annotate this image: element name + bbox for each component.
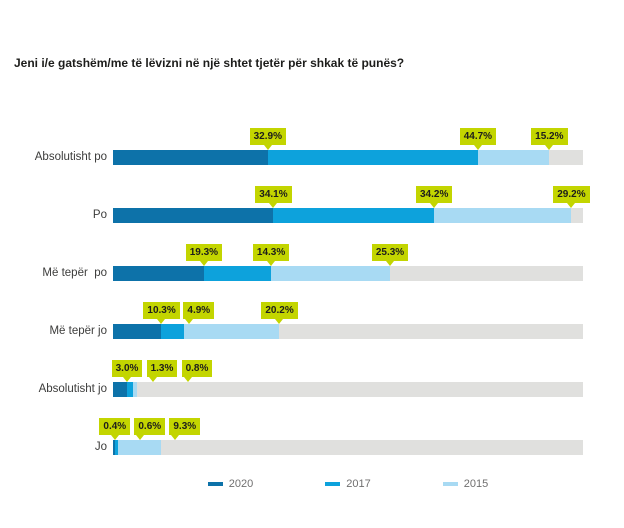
value-label-2015: 20.2% [261, 302, 298, 324]
value-label-pointer [567, 203, 576, 208]
chart-legend: 2020 2017 2015 [113, 478, 583, 490]
bar-segment-2015 [477, 150, 550, 165]
chart-row: Absolutisht jo 3.0% 1.3% 0.8% [0, 360, 624, 418]
value-labels: 0.4% 0.6% 9.3% [99, 418, 583, 440]
category-label: Më tepër po [42, 267, 107, 279]
bar-segment-2017 [267, 150, 478, 165]
bar-segment-2020 [113, 440, 115, 455]
value-label-pointer [275, 319, 284, 324]
bar-segment-2020 [113, 266, 204, 281]
bar-segment-2020 [113, 150, 268, 165]
bar-track [113, 266, 583, 281]
value-label-pointer [123, 377, 132, 382]
value-labels: 34.1% 34.2% 29.2% [113, 186, 590, 208]
value-label-2020: 0.4% [99, 418, 131, 440]
chart-row: Po 34.1% 34.2% 29.2% [0, 186, 624, 244]
value-labels: 3.0% 1.3% 0.8% [111, 360, 583, 382]
bar-segment-2020 [113, 382, 128, 397]
bar-segment-2015 [117, 440, 162, 455]
value-labels: 19.3% 14.3% 25.3% [113, 244, 583, 266]
value-label-2017: 0.6% [134, 418, 166, 440]
legend-swatch-icon [207, 482, 223, 486]
legend-item-2015: 2015 [442, 478, 489, 490]
chart-row: Më tepër jo 10.3% 4.9% 20.2% [0, 302, 624, 360]
category-label: Absolutisht po [34, 151, 107, 163]
category-label: Më tepër jo [49, 325, 107, 337]
bar-segment-2017 [161, 324, 185, 339]
category-label: Po [92, 209, 107, 221]
bar-track [113, 208, 583, 223]
chart-row: Absolutisht po 32.9% 44.7% 15.2% [0, 128, 624, 186]
chart-title: Jeni i/e gatshëm/me të lëvizni në një sh… [14, 56, 405, 70]
value-label-2017: 14.3% [252, 244, 290, 266]
value-label-pointer [266, 261, 275, 266]
legend-label: 2015 [463, 478, 489, 490]
bar-segment-2017 [114, 440, 118, 455]
value-label-pointer [157, 319, 166, 324]
value-labels: 10.3% 4.9% 20.2% [113, 302, 583, 324]
value-label-2020: 19.3% [185, 244, 223, 266]
value-label-pointer [545, 145, 554, 150]
bar-segment-2020 [113, 324, 162, 339]
value-label-pointer [136, 435, 145, 440]
value-label-pointer [171, 435, 180, 440]
category-label: Jo [94, 441, 107, 453]
legend-swatch-icon [442, 482, 458, 486]
value-label-2020: 10.3% [143, 302, 180, 324]
chart-row: Më tepër po 19.3% 14.3% 25.3% [0, 244, 624, 302]
bar-segment-2017 [127, 382, 134, 397]
value-label-2017: 4.9% [183, 302, 215, 324]
value-label-2020: 34.1% [255, 186, 292, 208]
value-label-2015: 0.8% [181, 360, 213, 382]
legend-label: 2017 [346, 478, 371, 490]
value-label-2017: 34.2% [416, 186, 453, 208]
bar-segment-2015 [434, 208, 572, 223]
legend-item-2017: 2017 [325, 478, 371, 490]
bar-track [113, 324, 583, 339]
value-label-pointer [263, 145, 272, 150]
value-label-pointer [385, 261, 394, 266]
value-label-pointer [430, 203, 438, 208]
bar-track [113, 150, 583, 165]
bar-segment-2020 [113, 208, 274, 223]
bar-track [113, 382, 583, 397]
value-labels: 32.9% 44.7% 15.2% [113, 128, 583, 150]
value-label-pointer [110, 435, 119, 440]
bar-segment-2017 [273, 208, 434, 223]
chart-row: Jo 0.4% 0.6% 9.3% [0, 418, 624, 476]
stacked-bar-chart: Absolutisht po 32.9% 44.7% 15.2% Po 34.1% 34.2… [0, 128, 624, 476]
value-label-pointer [183, 377, 192, 382]
value-label-pointer [473, 145, 482, 150]
value-label-2015: 15.2% [531, 128, 568, 150]
value-label-2015: 9.3% [169, 418, 201, 440]
value-label-pointer [185, 319, 194, 324]
value-label-2020: 3.0% [111, 360, 143, 382]
value-label-pointer [148, 377, 157, 382]
legend-label: 2020 [228, 478, 254, 490]
value-label-2017: 1.3% [146, 360, 178, 382]
value-label-2020: 32.9% [249, 128, 286, 150]
legend-item-2020: 2020 [207, 478, 254, 490]
category-label: Absolutisht jo [38, 383, 107, 395]
legend-swatch-icon [325, 482, 341, 486]
bar-segment-2015 [133, 382, 137, 397]
bar-segment-2017 [203, 266, 271, 281]
bar-segment-2015 [184, 324, 280, 339]
value-label-2015: 25.3% [371, 244, 409, 266]
value-label-2015: 29.2% [553, 186, 590, 208]
bar-segment-2015 [270, 266, 390, 281]
value-label-2017: 44.7% [459, 128, 497, 150]
value-label-pointer [269, 203, 278, 208]
value-label-pointer [199, 261, 208, 266]
bar-track [113, 440, 583, 455]
